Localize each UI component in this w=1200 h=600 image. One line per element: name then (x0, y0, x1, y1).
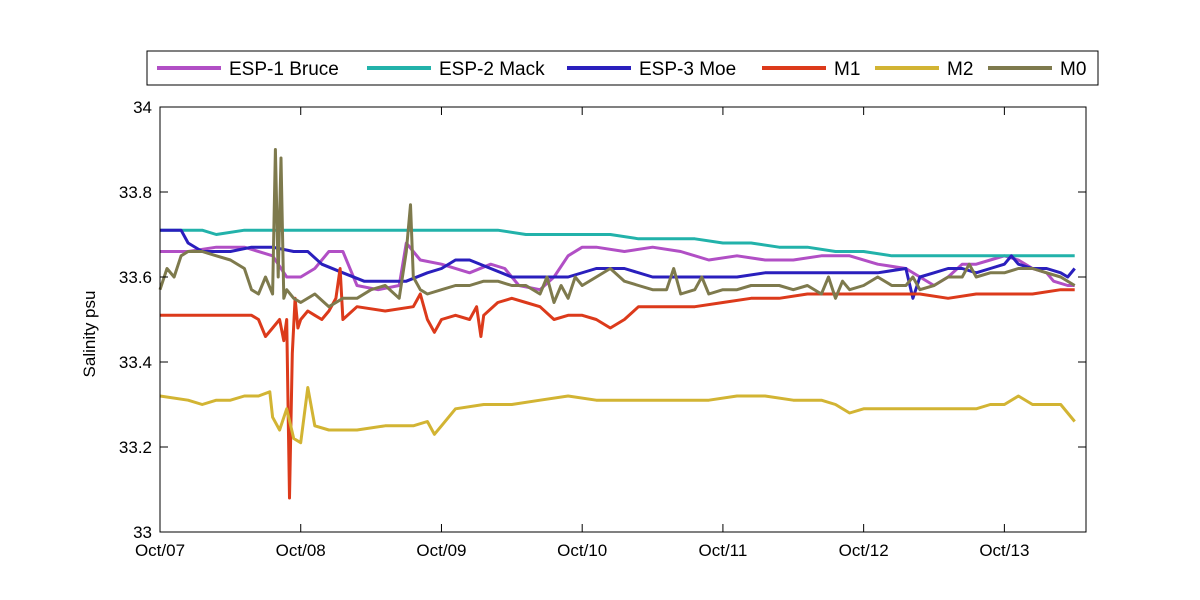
axes-box (159, 106, 1087, 533)
series-layer (158, 148, 1076, 500)
y-tick-label: 33.8 (119, 183, 152, 202)
legend-label-esp-1-bruce: ESP-1 Bruce (229, 59, 339, 80)
series-line-esp-2-mack (160, 228, 1075, 258)
legend-label-esp-2-mack: ESP-2 Mack (439, 59, 545, 80)
legend: ESP-1 Bruce ESP-2 Mack ESP-3 Moe M1 M2 M0 (146, 50, 1099, 86)
series-line-esp-1-bruce (160, 241, 1075, 292)
x-tick-label: Oct/07 (135, 541, 185, 560)
legend-label-esp-3-moe: ESP-3 Moe (639, 59, 736, 80)
x-tick-label: Oct/13 (979, 541, 1029, 560)
series-line-m2 (159, 386, 1076, 445)
series-line-esp-3-moe (160, 228, 1076, 300)
y-tick-label: 33 (133, 523, 152, 542)
axes: 33 33.2 33.4 33.6 33.8 34 Oct/07 Oct/08 Oct/09 Oc… (119, 98, 1087, 560)
x-tick-label: Oct/08 (276, 541, 326, 560)
y-tick-label: 33.6 (119, 268, 152, 287)
legend-label-m0: M0 (1060, 59, 1086, 80)
x-tick-label: Oct/10 (557, 541, 607, 560)
x-tick-label: Oct/09 (416, 541, 466, 560)
y-tick-label: 33.4 (119, 353, 152, 372)
x-tick-label: Oct/12 (839, 541, 889, 560)
plot-area (158, 148, 1076, 500)
series-line-m0 (158, 148, 1076, 309)
y-tick-label: 34 (133, 98, 152, 117)
x-tick-label: Oct/11 (699, 541, 748, 560)
legend-label-m1: M1 (834, 59, 860, 80)
y-axis-label: Salinity psu (80, 291, 99, 378)
legend-label-m2: M2 (947, 59, 973, 80)
series-line-m1 (160, 267, 1075, 500)
y-tick-label: 33.2 (119, 438, 152, 457)
